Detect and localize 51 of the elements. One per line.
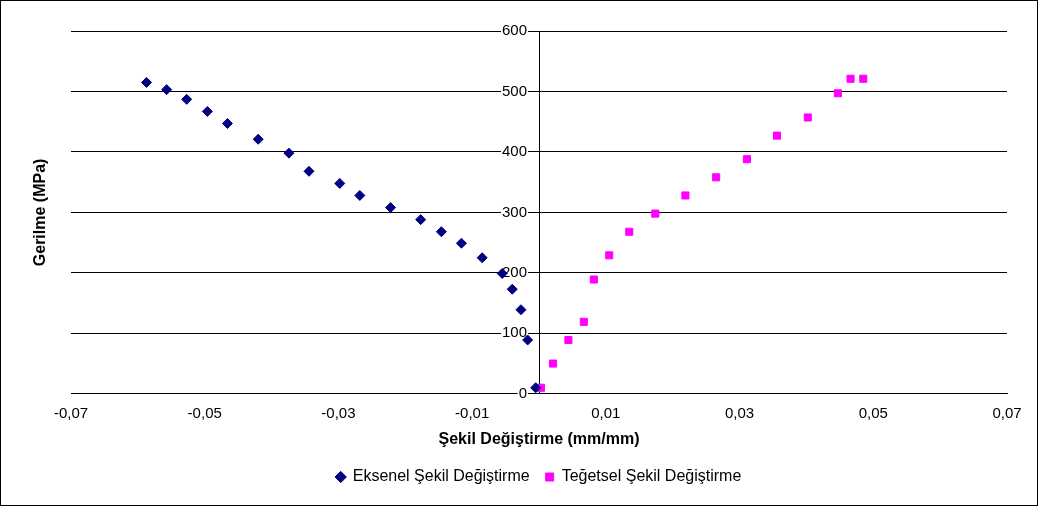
y-tick-label: 300 (501, 202, 527, 220)
point (833, 89, 842, 98)
point (515, 304, 527, 316)
point (221, 118, 233, 130)
point (201, 105, 213, 117)
x-tick-label: -0,07 (53, 403, 89, 421)
y-axis-title: Gerilme (MPa) (31, 158, 49, 267)
point (549, 359, 558, 368)
legend-label: Teğetsel Şekil Değiştirme (561, 467, 742, 485)
point (141, 76, 153, 88)
point (506, 283, 518, 295)
point (476, 252, 488, 264)
point (742, 155, 751, 164)
point (435, 226, 447, 238)
point (354, 189, 366, 201)
point (651, 209, 660, 218)
y-tick-label: 500 (501, 81, 527, 99)
legend-label: Eksenel Şekil Değiştirme (352, 467, 530, 485)
point (334, 177, 346, 189)
y-tick-label: 0 (518, 383, 527, 401)
point (579, 317, 588, 326)
x-tick-label: 0,01 (591, 403, 621, 421)
point (161, 84, 173, 96)
point (846, 74, 855, 83)
x-tick-label: 0,05 (858, 403, 888, 421)
point (681, 191, 690, 200)
point (415, 214, 427, 226)
point (252, 133, 264, 145)
point (283, 147, 295, 159)
y-tick-label: 100 (501, 323, 527, 341)
x-tick-label: -0,05 (187, 403, 222, 421)
x-tick-label: -0,01 (455, 403, 490, 421)
point (772, 131, 782, 140)
point (712, 173, 721, 182)
point (564, 335, 573, 345)
y-tick-label: 600 (501, 21, 527, 39)
point (605, 251, 614, 260)
point (530, 382, 542, 394)
x-tick-label: 0,03 (724, 403, 755, 421)
y-tick-label: 400 (501, 142, 527, 160)
x-tick-label: 0,07 (992, 403, 1022, 421)
point (589, 275, 598, 284)
point (859, 74, 868, 83)
point (455, 237, 467, 249)
x-axis-title: Şekil Değiştirme (mm/mm) (438, 429, 640, 447)
point (181, 93, 193, 105)
x-tick-label: -0,03 (321, 403, 356, 421)
point (803, 113, 812, 122)
point (385, 202, 397, 214)
point (303, 165, 315, 177)
point (625, 227, 634, 236)
